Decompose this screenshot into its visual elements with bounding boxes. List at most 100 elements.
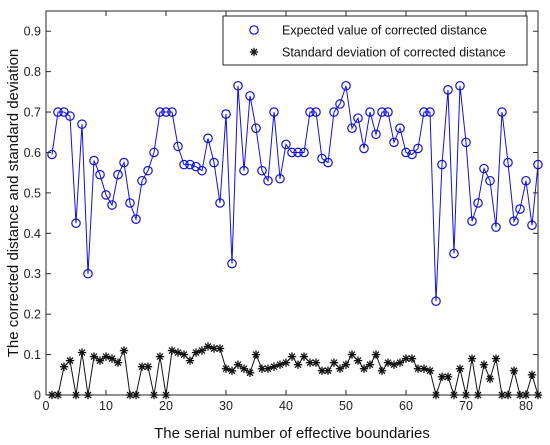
data-point-standard-deviation <box>455 364 465 373</box>
data-point-expected-value <box>113 169 123 180</box>
data-point-expected-value <box>437 159 447 170</box>
legend-marker-standard-deviation <box>249 47 259 57</box>
data-point-expected-value <box>155 107 165 117</box>
data-point-standard-deviation <box>173 348 183 357</box>
axis-ticks <box>45 11 538 396</box>
data-point-expected-value <box>485 175 495 186</box>
data-point-standard-deviation <box>365 360 375 369</box>
data-point-standard-deviation <box>383 358 393 367</box>
data-point-expected-value <box>521 175 531 186</box>
data-point-standard-deviation <box>209 344 219 353</box>
data-point-expected-value <box>239 165 249 176</box>
data-point-expected-value <box>125 198 135 208</box>
data-point-standard-deviation <box>473 390 483 400</box>
data-point-standard-deviation <box>263 364 273 373</box>
data-point-expected-value <box>461 137 471 148</box>
data-point-standard-deviation <box>107 354 117 363</box>
data-point-expected-value <box>401 147 411 158</box>
data-point-standard-deviation <box>509 366 519 375</box>
data-point-expected-value <box>221 109 231 119</box>
data-point-standard-deviation <box>71 390 81 400</box>
data-point-expected-value <box>251 123 261 134</box>
data-point-standard-deviation <box>197 346 207 355</box>
legend-star-icon <box>249 47 259 57</box>
data-point-standard-deviation <box>245 368 255 377</box>
series-line-expected-value <box>51 85 539 302</box>
data-point-standard-deviation <box>479 360 489 369</box>
y-tick-label: 0.9 <box>24 25 41 39</box>
data-point-expected-value <box>197 165 207 176</box>
data-point-expected-value <box>467 216 477 226</box>
data-point-expected-value <box>293 147 303 158</box>
legend-label-standard-deviation: Standard deviation of corrected distance <box>282 46 506 60</box>
data-point-expected-value <box>119 157 129 168</box>
data-point-expected-value <box>245 91 255 101</box>
data-point-expected-value <box>329 107 339 117</box>
tick-labels: 0 10 20 30 40 50 60 70 80 0 0.1 0.2 0.3 0.4 0.5 0.6 0.7 0… <box>24 25 533 413</box>
data-point-standard-deviation <box>461 390 471 400</box>
data-point-standard-deviation <box>59 362 69 371</box>
data-point-standard-deviation <box>395 358 405 367</box>
data-point-standard-deviation <box>329 358 339 367</box>
data-point-standard-deviation <box>269 362 279 371</box>
data-point-expected-value <box>377 107 387 117</box>
data-point-expected-value <box>479 163 489 174</box>
x-tick-label: 40 <box>279 399 293 413</box>
data-point-standard-deviation <box>113 358 123 367</box>
data-point-expected-value <box>161 107 171 117</box>
data-point-expected-value <box>299 147 309 158</box>
y-tick-label: 0.7 <box>24 106 41 120</box>
legend-circle-icon <box>249 25 259 35</box>
x-tick-label: 20 <box>159 399 173 413</box>
data-point-expected-value <box>101 190 111 200</box>
data-point-standard-deviation <box>467 354 477 363</box>
data-point-standard-deviation <box>161 390 171 400</box>
x-tick-label: 10 <box>99 399 113 413</box>
data-point-expected-value <box>413 143 423 154</box>
data-point-expected-value <box>425 107 435 117</box>
data-point-expected-value <box>215 198 225 208</box>
data-point-expected-value <box>323 157 333 168</box>
data-point-expected-value <box>281 139 291 150</box>
legend-box <box>222 15 528 66</box>
x-tick-label: 30 <box>219 399 233 413</box>
data-point-expected-value <box>71 218 81 229</box>
data-point-expected-value <box>83 268 93 279</box>
data-point-expected-value <box>449 248 459 259</box>
data-point-expected-value <box>227 258 237 269</box>
data-point-standard-deviation <box>431 390 441 400</box>
y-tick-label: 0 <box>34 389 41 403</box>
data-point-expected-value <box>347 123 357 134</box>
data-point-standard-deviation <box>449 390 459 400</box>
data-point-expected-value <box>77 119 87 129</box>
data-point-standard-deviation <box>185 356 195 365</box>
data-point-expected-value <box>395 123 405 134</box>
data-point-standard-deviation <box>77 348 87 357</box>
data-point-standard-deviation <box>47 390 57 400</box>
data-point-expected-value <box>233 80 243 91</box>
data-point-expected-value <box>407 149 417 160</box>
data-point-standard-deviation <box>227 366 237 375</box>
data-point-standard-deviation <box>353 356 363 365</box>
data-point-standard-deviation <box>311 358 321 367</box>
data-point-standard-deviation <box>131 390 141 400</box>
data-point-standard-deviation <box>521 390 531 400</box>
y-axis-label: The corrected distance and standard devi… <box>5 49 22 358</box>
data-point-standard-deviation <box>257 364 267 373</box>
data-point-standard-deviation <box>425 366 435 375</box>
data-point-standard-deviation <box>347 350 357 359</box>
data-point-standard-deviation <box>275 360 285 369</box>
data-point-standard-deviation <box>491 354 501 363</box>
data-point-standard-deviation <box>443 372 453 382</box>
data-point-expected-value <box>209 157 219 168</box>
data-point-expected-value <box>353 113 363 123</box>
data-point-expected-value <box>335 99 345 109</box>
plot-area <box>45 10 539 396</box>
y-tick-label: 0.4 <box>24 227 41 241</box>
data-point-standard-deviation <box>293 360 303 369</box>
data-point-expected-value <box>359 143 369 154</box>
data-point-standard-deviation <box>119 346 129 355</box>
x-tick-label: 60 <box>399 399 413 413</box>
data-point-standard-deviation <box>371 350 381 359</box>
data-point-expected-value <box>509 216 519 226</box>
